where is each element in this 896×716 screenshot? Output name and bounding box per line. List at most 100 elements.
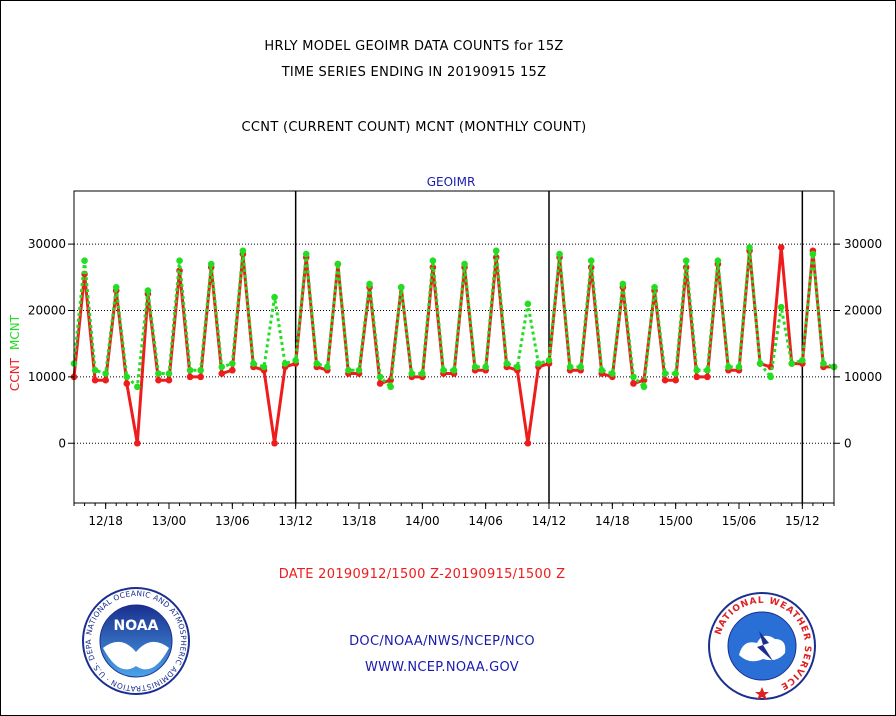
data-point-mcnt <box>144 287 152 294</box>
y-tick-label: 0 <box>58 436 66 450</box>
panel-title: GEOIMR <box>427 175 476 189</box>
data-point-mcnt <box>271 293 278 301</box>
data-point-mcnt <box>176 257 183 265</box>
data-point-ccnt <box>155 376 162 384</box>
data-point-mcnt <box>123 373 131 381</box>
data-point-mcnt <box>134 383 141 391</box>
data-point-mcnt <box>355 366 363 374</box>
data-point-ccnt <box>102 376 109 384</box>
data-point-mcnt <box>81 257 88 265</box>
x-tick-label: 14/06 <box>468 514 503 528</box>
data-point-mcnt <box>788 360 796 367</box>
data-point-mcnt <box>524 300 532 308</box>
data-point-mcnt <box>155 370 162 377</box>
svg-text:CCNTMCNT: CCNT MCNT <box>8 314 22 391</box>
data-point-mcnt <box>704 366 711 374</box>
y-tick-label-right: 20000 <box>844 303 882 317</box>
data-point-ccnt <box>229 366 236 374</box>
y-tick-label-right: 0 <box>844 436 852 450</box>
data-point-mcnt <box>619 280 627 288</box>
x-tick-label: 13/06 <box>215 514 250 528</box>
data-point-mcnt <box>408 370 416 377</box>
data-point-mcnt <box>587 257 595 265</box>
chart-title-line2: TIME SERIES ENDING IN 20190915 15Z <box>281 65 547 80</box>
nws-logo: NATIONAL WEATHER SERVICE <box>708 592 816 700</box>
y-tick-label-right: 30000 <box>844 237 882 251</box>
data-point-mcnt <box>334 260 342 268</box>
data-point-ccnt <box>777 244 785 251</box>
data-point-mcnt <box>440 366 447 374</box>
x-tick-label: 15/00 <box>658 514 693 528</box>
data-point-ccnt <box>661 376 669 384</box>
data-point-mcnt <box>197 366 204 374</box>
data-point-mcnt <box>260 363 268 371</box>
chart-title-line1: HRLY MODEL GEOIMR DATA COUNTS for 15Z <box>264 39 564 54</box>
data-point-mcnt <box>165 370 173 377</box>
data-point-mcnt <box>429 257 437 265</box>
y-axis-label-ccnt: CCNT <box>8 357 22 391</box>
data-point-mcnt <box>566 363 574 371</box>
data-point-ccnt <box>704 373 711 381</box>
y-axis-label-mcnt: MCNT <box>8 314 22 350</box>
data-point-mcnt <box>313 360 321 367</box>
data-point-mcnt <box>661 370 669 377</box>
data-point-mcnt <box>324 363 331 371</box>
line-chart: GEOIMR 0 0 10000 10000 20000 20000 30000 30000 1… <box>8 175 882 528</box>
data-point-mcnt <box>714 257 722 265</box>
data-point-ccnt <box>197 373 204 381</box>
x-tick-label: 14/00 <box>405 514 440 528</box>
data-point-mcnt <box>799 356 806 364</box>
data-point-mcnt <box>376 373 384 381</box>
data-point-mcnt <box>461 260 468 268</box>
x-tick-label: 14/12 <box>532 514 567 528</box>
x-tick-label: 13/00 <box>152 514 187 528</box>
data-point-mcnt <box>682 257 690 265</box>
data-point-mcnt <box>767 373 774 381</box>
data-point-mcnt <box>345 366 352 374</box>
data-point-mcnt <box>640 383 648 391</box>
y-tick-label: 20000 <box>28 303 66 317</box>
y-tick-label-right: 10000 <box>844 370 882 384</box>
date-range: DATE 20190912/1500 Z-20190915/1500 Z <box>278 567 566 582</box>
data-point-mcnt <box>514 363 521 371</box>
data-point-mcnt <box>250 360 257 367</box>
data-point-mcnt <box>186 366 194 374</box>
data-point-mcnt <box>492 247 500 255</box>
data-point-mcnt <box>281 360 289 367</box>
data-point-mcnt <box>725 363 732 371</box>
data-point-mcnt <box>746 244 753 251</box>
x-tick-label: 15/06 <box>722 514 757 528</box>
footer-url[interactable]: WWW.NCEP.NOAA.GOV <box>364 660 520 675</box>
data-point-ccnt <box>524 439 532 447</box>
x-tick-label: 12/18 <box>88 514 123 528</box>
data-point-ccnt <box>91 376 99 384</box>
data-point-ccnt <box>672 376 679 384</box>
data-point-mcnt <box>809 250 817 258</box>
data-point-ccnt <box>630 380 637 387</box>
data-point-mcnt <box>598 366 606 374</box>
data-point-mcnt <box>207 260 215 268</box>
x-tick-label: 13/12 <box>278 514 313 528</box>
data-point-ccnt <box>376 380 384 387</box>
data-point-mcnt <box>503 360 511 367</box>
data-point-mcnt <box>609 370 616 377</box>
data-point-mcnt <box>387 383 394 391</box>
data-point-mcnt <box>735 363 743 371</box>
x-tick-label: 13/18 <box>342 514 377 528</box>
data-point-mcnt <box>102 370 109 377</box>
data-point-ccnt <box>271 439 278 447</box>
noaa-wordmark: NOAA <box>114 618 159 634</box>
data-point-mcnt <box>450 366 458 374</box>
data-point-ccnt <box>123 380 131 387</box>
data-point-ccnt <box>693 373 701 381</box>
data-point-mcnt <box>292 356 299 364</box>
y-axis-label: CCNT MCNT <box>8 314 22 391</box>
data-point-mcnt <box>556 250 563 258</box>
data-point-mcnt <box>693 366 701 374</box>
chart-title-line3: CCNT (CURRENT COUNT) MCNT (MONTHLY COUNT… <box>241 120 587 135</box>
footer-org: DOC/NOAA/NWS/NCEP/NCO <box>349 634 535 649</box>
data-point-mcnt <box>577 363 584 371</box>
data-point-mcnt <box>777 303 785 311</box>
x-tick-label: 15/12 <box>785 514 820 528</box>
